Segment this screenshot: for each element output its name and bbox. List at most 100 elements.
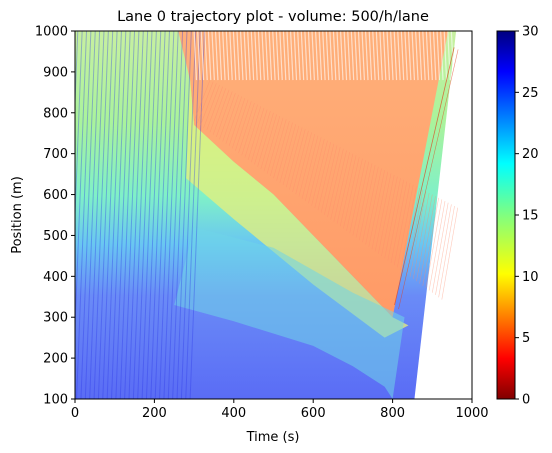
jam-trajectory: [412, 192, 430, 280]
jam-trajectory: [203, 84, 220, 128]
x-axis-title: Time (s): [246, 430, 300, 445]
x-tick-label: 200: [142, 406, 167, 421]
jam-trajectory: [285, 127, 303, 188]
trajectory-gap: [204, 31, 208, 81]
y-tick-label: 500: [43, 229, 68, 244]
trajectory-gap: [343, 31, 348, 81]
trajectory-gap: [229, 31, 233, 81]
jam-trajectory: [432, 202, 449, 293]
trajectory-streak: [172, 31, 188, 399]
jam-trajectory: [441, 207, 459, 300]
trajectory-gap: [336, 31, 341, 81]
trajectory-gap: [347, 31, 351, 81]
jam-trajectory: [260, 114, 277, 170]
trajectory-streak: [80, 31, 96, 399]
jam-trajectory: [416, 194, 433, 282]
trajectory-gap: [297, 31, 301, 81]
trajectory-gap: [214, 31, 219, 81]
jam-trajectory: [289, 129, 306, 190]
plot-frame: [74, 30, 473, 400]
jam-trajectory: [282, 125, 300, 186]
trajectory-gap: [390, 31, 394, 81]
trajectory-streak: [163, 31, 179, 399]
y-tick-label: 300: [43, 311, 68, 326]
jam-trajectory: [235, 101, 252, 151]
jam-trajectory: [422, 197, 439, 286]
jam-trajectory: [400, 186, 417, 270]
y-tick-label: 200: [43, 352, 68, 367]
trajectory-gap: [311, 31, 315, 81]
jam-trajectory: [295, 132, 312, 195]
trajectory-streak: [93, 31, 109, 399]
trajectory-gap: [322, 31, 326, 81]
congested-region: [178, 31, 449, 318]
heatmap-area: [75, 31, 472, 399]
trajectory-gap: [257, 31, 262, 81]
jam-trajectory: [244, 106, 262, 158]
x-tick-label: 0: [71, 406, 79, 421]
jam-trajectory: [374, 173, 392, 252]
trajectory-gap: [368, 31, 373, 81]
trajectory-gap: [382, 31, 387, 81]
jam-trajectory: [435, 204, 452, 296]
colorbar: [497, 31, 515, 399]
trajectory-gap: [375, 31, 380, 81]
trajectory-gap: [397, 31, 401, 81]
trajectory-streak: [150, 31, 166, 399]
trajectory-streak: [180, 31, 197, 399]
jam-trajectory: [308, 138, 325, 204]
trajectory-gap: [300, 31, 305, 81]
discharge-trajectory: [398, 49, 459, 310]
trajectory-gap: [279, 31, 283, 81]
slow-band: [174, 227, 405, 399]
trajectory-gap: [193, 31, 198, 81]
jam-trajectory: [393, 183, 411, 266]
jam-trajectory: [311, 140, 328, 206]
chart-title: Lane 0 trajectory plot - volume: 500/h/l…: [117, 9, 429, 25]
jam-trajectory: [438, 205, 455, 298]
jam-trajectory: [257, 112, 274, 167]
trajectory-streak: [137, 31, 153, 399]
trajectory-gap: [225, 31, 230, 81]
trajectory-gap: [207, 31, 212, 81]
trajectory-gap: [197, 31, 201, 81]
jam-trajectory: [206, 86, 223, 131]
jam-trajectory: [409, 191, 427, 277]
colorbar-tick-label: 5: [522, 331, 530, 346]
colorbar-tick-label: 30: [522, 25, 539, 40]
y-tick-label: 1000: [35, 25, 68, 40]
trajectory-streak: [189, 31, 205, 399]
trajectory-gap: [443, 31, 448, 81]
trajectory-gap: [268, 31, 273, 81]
jam-trajectory: [358, 165, 376, 241]
jam-trajectory: [330, 150, 347, 220]
trajectory-gap: [361, 31, 366, 81]
y-axis-title: Position (m): [10, 176, 25, 254]
trajectory-gap: [436, 31, 441, 81]
discharge-trajectory: [394, 47, 455, 306]
trajectory-gap: [264, 31, 269, 81]
trajectory-gap: [332, 31, 337, 81]
jam-trajectory: [193, 79, 211, 122]
trajectory-gap: [365, 31, 369, 81]
jam-trajectory: [365, 168, 382, 245]
trajectory-streak: [124, 31, 140, 399]
trajectory-gap: [293, 31, 298, 81]
trajectory-streak: [141, 31, 157, 399]
trajectory-gap: [415, 31, 419, 81]
trajectory-gap: [354, 31, 358, 81]
trajectory-streak: [89, 31, 105, 399]
trajectory-gap: [247, 31, 251, 81]
trajectory-gap: [289, 31, 294, 81]
y-tick-label: 700: [43, 147, 68, 162]
trajectory-streak: [185, 31, 201, 399]
trajectory-gap: [211, 31, 215, 81]
x-tick-label: 800: [380, 406, 405, 421]
jam-trajectory: [263, 115, 281, 172]
trajectory-gap: [236, 31, 240, 81]
trajectory-streak: [167, 31, 184, 399]
jam-trajectory: [339, 155, 357, 227]
jam-trajectory: [324, 147, 341, 215]
jam-trajectory: [219, 93, 236, 140]
